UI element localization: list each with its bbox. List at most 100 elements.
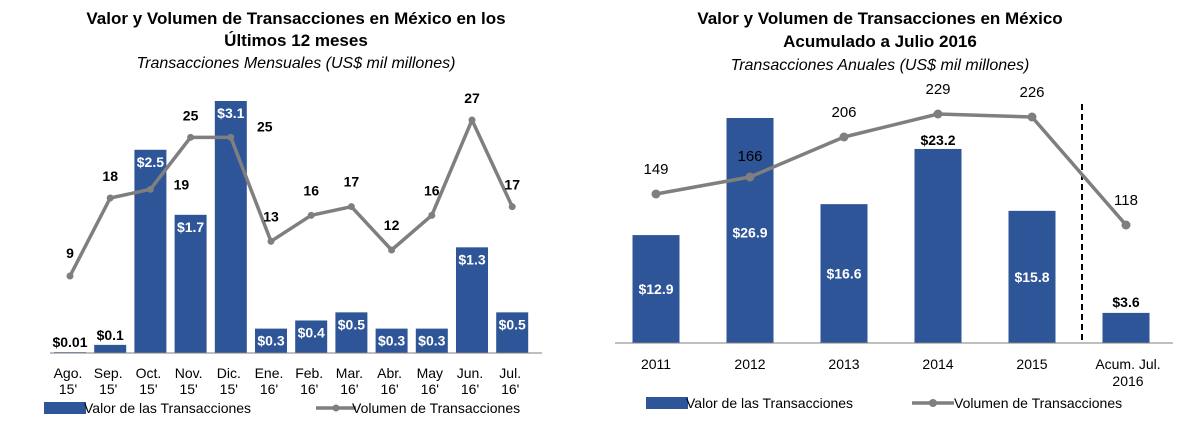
right-chart-plot: $12.9 $26.9 $16.6 $23.2 $15.8 $3.6 149 166 206 22… (615, 81, 1173, 411)
left-volume-label-3: 25 (183, 107, 199, 123)
right-volume-point-1 (745, 172, 755, 182)
right-bar-4 (1008, 210, 1056, 343)
left-bar-label-5: $0.3 (257, 333, 284, 349)
left-tick-label-10-1: 16' (461, 381, 479, 397)
left-volume-point-5 (267, 237, 275, 245)
right-tick-label-3-0: 2014 (922, 356, 953, 372)
left-volume-label-1: 18 (102, 168, 118, 184)
right-bar-label-2: $16.6 (826, 266, 861, 282)
left-legend-line-label: Volumen de Transacciones (352, 400, 520, 416)
right-legend-bar-label: Valor de las Transacciones (686, 395, 853, 411)
right-bar-0 (632, 235, 680, 343)
right-bar-label-0: $12.9 (638, 281, 673, 297)
left-tick-label-3-0: Nov. (175, 365, 203, 381)
right-bar-2 (820, 204, 868, 343)
left-bar-9 (415, 328, 448, 353)
left-volume-label-2: 19 (174, 176, 190, 192)
right-bar-label-4: $15.8 (1014, 269, 1049, 285)
right-legend-line-label: Volumen de Transacciones (954, 395, 1122, 411)
left-tick-label-0-1: 15' (59, 381, 77, 397)
left-volume-label-7: 17 (344, 174, 360, 190)
right-chart-subtitle: Transacciones Anuales (US$ mil millones) (731, 57, 1030, 74)
right-bar-label-5: $3.6 (1112, 294, 1139, 310)
left-tick-label-11-0: Jul. (499, 365, 521, 381)
left-volume-line (68, 118, 514, 277)
right-tick-label-1-0: 2012 (734, 356, 765, 372)
left-tick-label-0-0: Ago. (54, 365, 83, 381)
left-volume-point-9 (428, 211, 436, 219)
left-chart-title-line1: Valor y Volumen de Transacciones en Méxi… (86, 9, 505, 28)
left-bar-label-8: $0.3 (378, 333, 405, 349)
left-bar-1 (94, 344, 127, 353)
right-legend-bar-swatch (646, 397, 688, 409)
left-bar-2 (134, 149, 167, 353)
right-chart-title-line2: Acumulado a Julio 2016 (783, 32, 977, 51)
right-bar-3 (914, 148, 962, 343)
left-bar-label-3: $1.7 (177, 219, 204, 235)
left-tick-label-6-1: 16' (300, 381, 318, 397)
left-bar-label-7: $0.5 (338, 316, 365, 332)
left-volume-point-2 (146, 185, 154, 193)
left-volume-label-0: 9 (66, 245, 74, 261)
left-tick-label-7-0: Mar. (336, 365, 363, 381)
right-chart-title-line1: Valor y Volumen de Transacciones en Méxi… (697, 9, 1062, 28)
left-volume-label-9: 16 (424, 182, 440, 198)
left-bar-6 (295, 320, 328, 353)
left-legend-bar-swatch (44, 402, 86, 414)
left-chart-subtitle: Transacciones Mensuales (US$ mil millone… (137, 55, 456, 72)
left-volume-point-0 (66, 272, 74, 280)
left-tick-label-3-1: 15' (179, 381, 197, 397)
left-volume-point-11 (508, 203, 516, 211)
right-tick-label-5-1: 2016 (1112, 373, 1143, 389)
left-volume-point-1 (106, 194, 114, 202)
left-legend-line-marker (332, 404, 340, 412)
left-tick-label-9-1: 16' (421, 381, 439, 397)
left-volume-point-7 (347, 203, 355, 211)
left-tick-label-9-0: May (417, 365, 443, 381)
left-volume-point-3 (187, 133, 195, 141)
left-bar-10 (456, 247, 488, 353)
right-volume-label-2: 206 (831, 104, 856, 121)
left-tick-label-4-1: 15' (220, 381, 238, 397)
right-tick-label-0-0: 2011 (641, 356, 671, 372)
left-tick-label-11-1: 16' (501, 381, 519, 397)
left-bar-label-6: $0.4 (298, 324, 325, 340)
right-volume-point-3 (933, 109, 943, 119)
left-legend-bar-label: Valor de las Transacciones (84, 400, 251, 416)
right-bar-1 (726, 118, 774, 343)
left-tick-label-2-1: 15' (139, 381, 157, 397)
left-volume-point-8 (388, 246, 396, 254)
right-volume-point-4 (1027, 112, 1037, 122)
left-volume-point-4 (227, 133, 235, 141)
right-tick-label-4-0: 2015 (1016, 356, 1047, 372)
left-bar-label-0: $0.01 (52, 334, 87, 350)
right-tick-label-5-0: Acum. Jul. (1095, 356, 1160, 372)
left-tick-label-1-1: 15' (99, 381, 117, 397)
right-bar-label-1: $26.9 (732, 224, 767, 240)
left-volume-label-10: 27 (464, 90, 480, 106)
right-legend-line-marker (929, 399, 937, 407)
left-tick-label-7-1: 16' (340, 381, 358, 397)
left-tick-label-4-0: Dic. (217, 365, 241, 381)
left-chart-plot: $0.01 $0.1 $2.5 $1.7 $3.1 $0.3 $0.4 $0.5 $0.3 $0.… (44, 90, 542, 416)
left-tick-label-5-0: Ene. (255, 365, 284, 381)
left-bar-label-1: $0.1 (97, 327, 124, 343)
right-volume-label-1: 166 (737, 148, 762, 165)
right-volume-label-3: 229 (925, 81, 950, 98)
left-volume-label-11: 17 (504, 177, 520, 193)
left-tick-label-8-0: Abr. (377, 365, 402, 381)
left-bar-4 (214, 101, 247, 353)
right-tick-label-2-0: 2013 (828, 356, 859, 372)
left-tick-label-6-0: Feb. (295, 365, 323, 381)
left-chart-title-line2: Últimos 12 meses (224, 31, 368, 50)
left-bar-label-4: $3.1 (217, 105, 244, 121)
left-bar-label-11: $0.5 (499, 316, 526, 332)
left-tick-label-5-1: 16' (260, 381, 278, 397)
left-volume-label-5: 13 (263, 208, 279, 224)
left-volume-point-10 (468, 116, 476, 124)
left-tick-label-2-0: Oct. (136, 365, 162, 381)
left-tick-label-8-1: 16' (380, 381, 398, 397)
right-bar-label-3: $23.2 (920, 132, 955, 148)
right-volume-label-4: 226 (1019, 84, 1044, 101)
